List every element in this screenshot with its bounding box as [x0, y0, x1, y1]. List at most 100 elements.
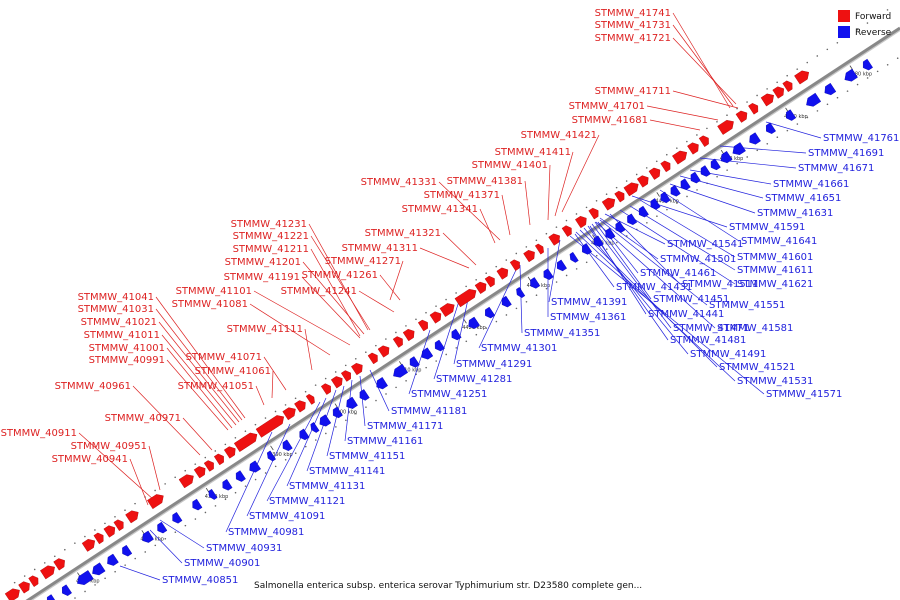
- gene-label-stmmw-41571: STMMW_41571: [766, 389, 842, 400]
- minor-tick-dot: [736, 107, 738, 110]
- reverse-gene-arrow: [359, 389, 370, 401]
- legend-reverse-swatch: [838, 26, 850, 38]
- leader-line: [765, 121, 822, 139]
- reverse-gene-arrow: [468, 316, 480, 329]
- minor-tick-dot: [736, 162, 738, 165]
- leader-line: [310, 248, 361, 337]
- forward-gene-arrow: [233, 432, 258, 452]
- gene-label-stmmw-40901: STMMW_40901: [184, 558, 260, 569]
- reverse-gene-arrow: [393, 363, 409, 378]
- minor-tick-dot: [184, 524, 187, 527]
- gene-label-stmmw-41531: STMMW_41531: [737, 376, 813, 387]
- reverse-gene-arrow: [376, 377, 388, 390]
- leader-line: [547, 164, 551, 221]
- minor-tick-dot: [134, 502, 136, 505]
- tick-label: 4390 kbp: [269, 452, 293, 458]
- forward-gene-arrow: [698, 135, 709, 147]
- leader-line: [591, 223, 672, 329]
- forward-gene-arrow: [53, 558, 65, 571]
- reverse-gene-arrow: [670, 185, 681, 197]
- leader-line: [659, 189, 740, 242]
- minor-tick-dot: [214, 450, 217, 452]
- gene-label-stmmw-41061: STMMW_41061: [195, 366, 271, 377]
- reverse-gene-arrow: [434, 339, 445, 352]
- minor-tick-dot: [826, 103, 829, 106]
- reverse-gene-arrow: [690, 171, 701, 184]
- leader-line: [389, 260, 404, 301]
- reverse-gene-arrow: [749, 132, 761, 145]
- reverse-gene-arrow: [824, 82, 837, 96]
- gene-label-stmmw-41381: STMMW_41381: [447, 176, 523, 187]
- leader-line: [161, 334, 237, 426]
- minor-tick-dot: [74, 597, 76, 599]
- leader-line: [672, 37, 737, 105]
- gene-label-stmmw-41041: STMMW_41041: [78, 292, 154, 303]
- gene-label-stmmw-41671: STMMW_41671: [798, 163, 874, 174]
- minor-tick-dot: [465, 340, 468, 343]
- minor-tick-dot: [485, 327, 488, 329]
- minor-tick-dot: [365, 406, 367, 408]
- leader-line: [442, 232, 477, 266]
- minor-tick-dot: [525, 246, 528, 248]
- minor-tick-dot: [84, 535, 86, 538]
- minor-tick-dot: [646, 221, 648, 224]
- minor-tick-dot: [615, 241, 618, 244]
- forward-gene-arrow: [782, 80, 793, 93]
- reverse-gene-arrow: [720, 151, 733, 164]
- leader-line: [344, 379, 353, 442]
- gene-label-stmmw-41101: STMMW_41101: [176, 286, 252, 297]
- minor-tick-dot: [355, 412, 357, 415]
- reverse-gene-arrow: [92, 562, 106, 576]
- gene-label-stmmw-41271: STMMW_41271: [325, 256, 401, 267]
- minor-tick-dot: [746, 156, 749, 158]
- forward-gene-arrow: [282, 407, 296, 421]
- minor-tick-dot: [254, 478, 257, 481]
- minor-tick-dot: [706, 127, 708, 130]
- forward-gene-arrow: [496, 267, 509, 280]
- minor-tick-dot: [575, 268, 578, 270]
- gene-label-stmmw-41181: STMMW_41181: [391, 406, 467, 417]
- gene-label-stmmw-41321: STMMW_41321: [365, 228, 441, 239]
- minor-tick-dot: [13, 581, 16, 584]
- legend-forward-label: Forward: [855, 12, 891, 22]
- leader-line: [604, 213, 666, 245]
- minor-tick-dot: [244, 485, 247, 487]
- reverse-gene-arrow: [299, 428, 310, 441]
- leader-line-layer: [78, 12, 822, 581]
- minor-tick-dot: [826, 48, 829, 51]
- gene-label-stmmw-41511: STMMW_41511: [682, 279, 758, 290]
- minor-tick-dot: [375, 344, 377, 347]
- reverse-gene-arrow: [765, 122, 776, 134]
- reverse-gene-arrow: [266, 450, 276, 462]
- forward-gene-arrow: [614, 190, 625, 203]
- reverse-gene-arrow: [77, 570, 94, 586]
- forward-gene-arrow: [417, 319, 428, 332]
- minor-tick-dot: [435, 305, 437, 307]
- gene-label-stmmw-41241: STMMW_41241: [281, 286, 357, 297]
- forward-gene-arrow: [474, 281, 487, 294]
- minor-tick-dot: [585, 261, 588, 264]
- minor-tick-dot: [766, 142, 769, 145]
- leader-line: [225, 431, 273, 533]
- minor-tick-dot: [696, 189, 698, 191]
- tick-label: 4400 kbp: [334, 410, 358, 416]
- minor-tick-dot: [665, 153, 668, 156]
- reverse-gene-arrow: [282, 439, 293, 452]
- gene-label-stmmw-41541: STMMW_41541: [667, 239, 743, 250]
- minor-tick-dot: [726, 169, 728, 171]
- gene-label-stmmw-41141: STMMW_41141: [309, 466, 385, 477]
- reverse-gene-arrow: [605, 227, 616, 240]
- reverse-gene-arrow: [530, 277, 541, 289]
- leader-line: [561, 134, 600, 213]
- leader-line: [574, 233, 615, 288]
- minor-tick-dot: [344, 364, 347, 367]
- forward-gene-arrow: [548, 233, 560, 246]
- gene-label-stmmw-40911: STMMW_40911: [1, 428, 77, 439]
- forward-gene-arrow: [575, 215, 587, 229]
- minor-tick-dot: [264, 417, 267, 419]
- gene-label-stmmw-41211: STMMW_41211: [233, 244, 309, 255]
- leader-line: [569, 235, 765, 395]
- tick-label: 4470 kbp: [784, 114, 808, 120]
- leader-line: [433, 297, 461, 380]
